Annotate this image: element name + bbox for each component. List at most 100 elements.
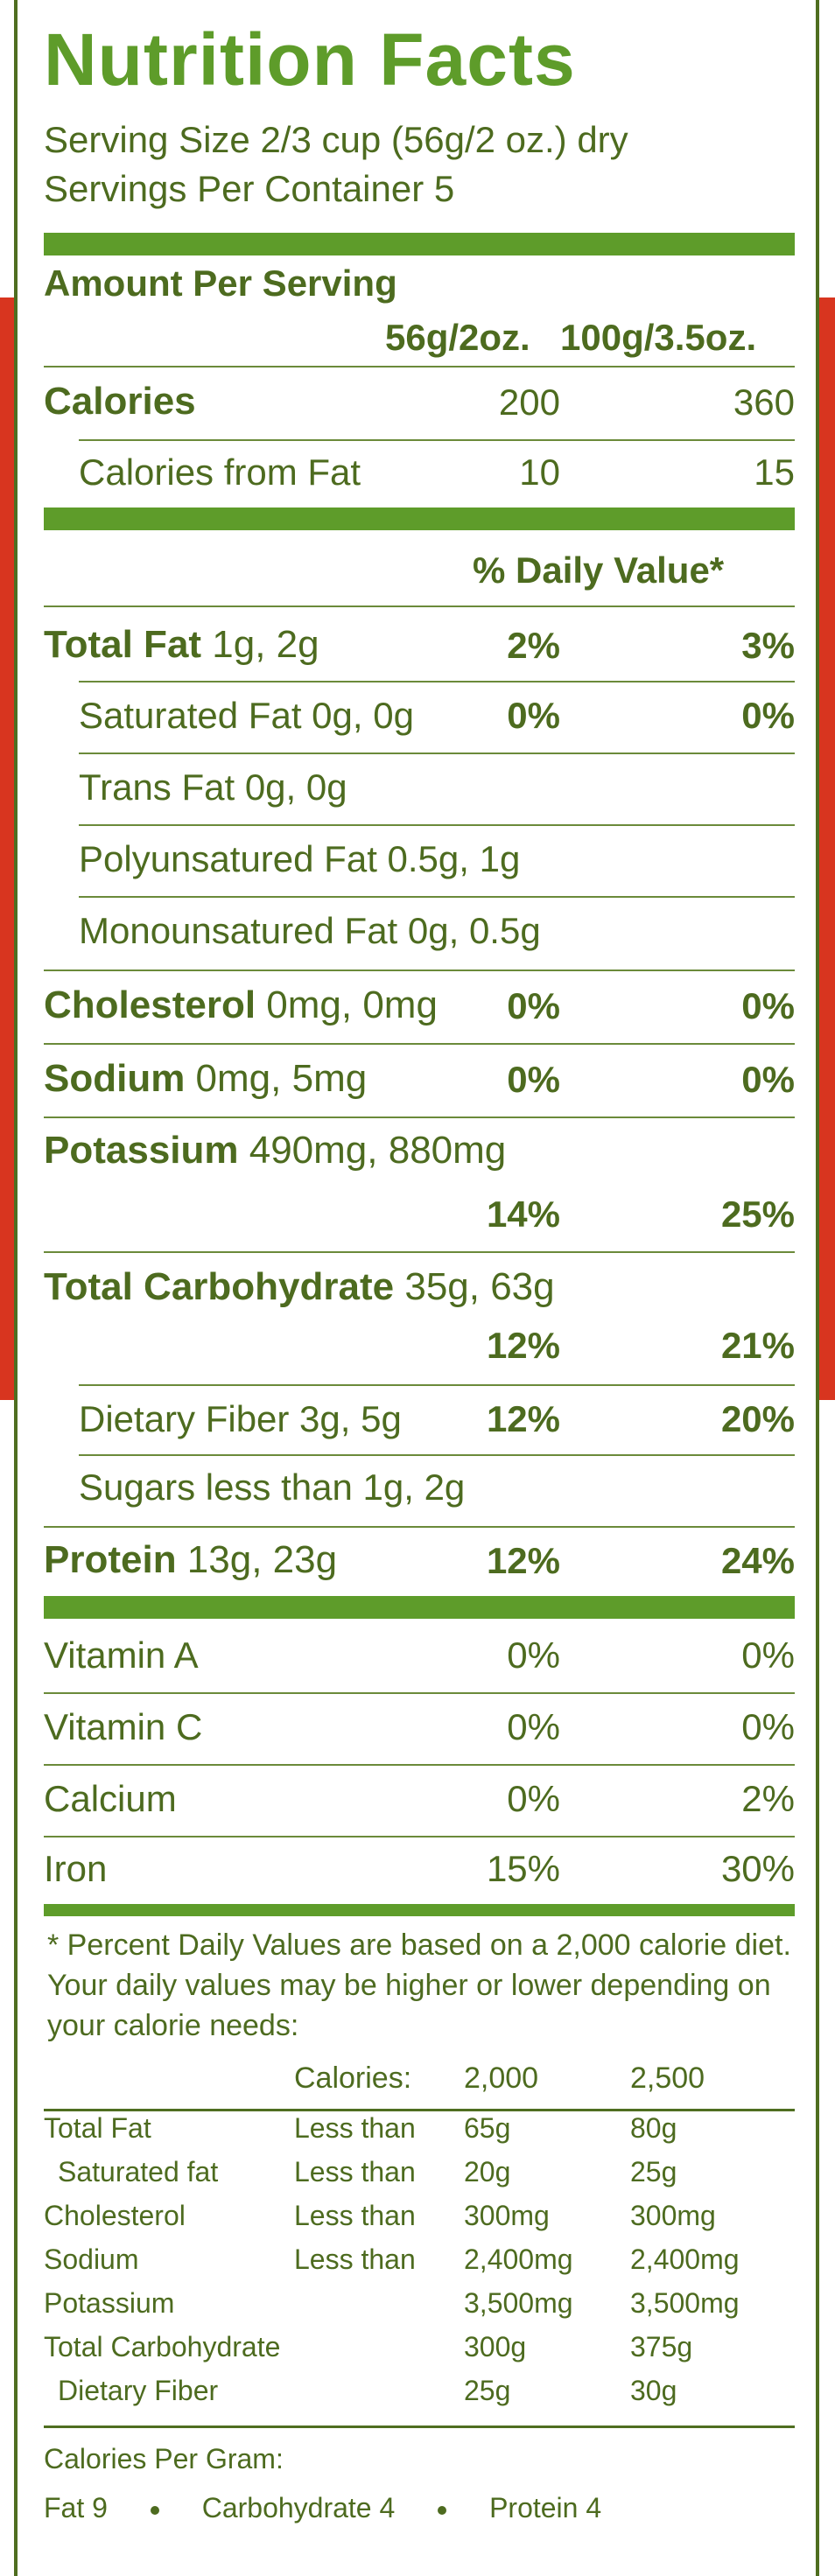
calories-per-gram-label: Calories Per Gram: [44,2443,284,2474]
amount-per-serving: Amount Per Serving [44,262,397,304]
divider [44,970,795,971]
cholesterol-name: Cholesterol [44,984,256,1026]
dv-row-qual: Less than [294,2200,416,2231]
potassium-dv-2: 25% [720,1194,795,1235]
total-fat-dv-1: 2% [507,625,560,666]
servings-per-container: Servings Per Container 5 [44,168,455,209]
dv-row-name: Total Fat [44,2112,151,2144]
dv-row-name: Cholesterol [44,2200,186,2231]
total-fat-name: Total Fat [44,623,202,666]
total-fat-dv-2: 3% [741,625,795,666]
calories-label: Calories [44,380,196,423]
divider [44,1692,795,1694]
calories-value-1: 200 [498,382,560,423]
footnote-line-3: your calorie needs: [47,2009,299,2042]
calories-value-2: 360 [733,382,795,423]
thick-divider [44,1596,795,1619]
total-fat-row: Total Fat 1g, 2g [44,623,319,667]
fat-per-gram: Fat 9 [44,2492,108,2524]
calories-per-gram-values: Fat 9 Carbohydrate 4 Protein 4 [44,2492,601,2524]
protein-dv-2: 24% [720,1540,795,1581]
serving-size: Serving Size 2/3 cup (56g/2 oz.) dry [44,119,628,160]
sodium-amount: 0mg, 5mg [185,1057,368,1100]
divider [79,1454,795,1456]
divider [79,824,795,826]
divider [44,1116,795,1118]
divider [79,752,795,754]
footnote-line-2: Your daily values may be higher or lower… [47,1969,771,2002]
divider [44,1251,795,1253]
dv-row-c1: 2,400mg [464,2244,573,2275]
vitamin-a-name: Vitamin A [44,1634,199,1676]
sugars-name: Sugars less than 1g, 2g [79,1466,466,1508]
cholesterol-amount: 0mg, 0mg [256,984,438,1026]
sodium-dv-1: 0% [507,1059,560,1100]
sodium-dv-2: 0% [741,1059,795,1100]
dv-row-qual: Less than [294,2112,416,2144]
dv-row-name: Total Carbohydrate [44,2331,281,2362]
dv-row-qual: Less than [294,2244,416,2275]
dv-row-c2: 80g [630,2112,677,2144]
daily-value-header: % Daily Value* [473,550,725,591]
protein-row: Protein 13g, 23g [44,1538,337,1582]
poly-fat-name: Polyunsatured Fat 0.5g, 1g [79,838,521,879]
dv-row-name: Potassium [44,2287,175,2319]
carb-dv-2: 21% [720,1325,795,1366]
carb-name: Total Carbohydrate [44,1265,395,1308]
dv-row-c2: 25g [630,2156,677,2188]
mono-fat-name: Monounsatured Fat 0g, 0.5g [79,910,541,951]
cholesterol-dv-1: 0% [507,985,560,1026]
dv-row-c1: 300g [464,2331,527,2362]
divider [44,1764,795,1766]
divider [79,681,795,682]
calcium-dv-2: 2% [741,1778,795,1819]
potassium-name: Potassium [44,1129,239,1172]
sodium-name: Sodium [44,1057,186,1100]
medium-divider [44,1904,795,1916]
carb-dv-1: 12% [486,1325,560,1366]
calories-fat-value-2: 15 [754,452,795,493]
thick-divider [44,233,795,256]
protein-name: Protein [44,1538,177,1581]
dv-row-name: Dietary Fiber [58,2375,219,2406]
calories-fat-label: Calories from Fat [79,452,361,493]
vitamin-a-dv-2: 0% [741,1634,795,1676]
dv-row-c2: 375g [630,2331,693,2362]
divider [79,896,795,898]
vitamin-c-dv-2: 0% [741,1706,795,1747]
divider [79,439,795,441]
vitamin-a-dv-1: 0% [507,1634,560,1676]
dv-table-calories-label: Calories: [294,2062,412,2095]
iron-dv-1: 15% [486,1848,560,1889]
iron-name: Iron [44,1848,108,1889]
divider [44,366,795,368]
footnote-line-1: * Percent Daily Values are based on a 2,… [47,1928,791,1962]
dv-row-c2: 3,500mg [630,2287,740,2319]
calories-fat-value-1: 10 [519,452,560,493]
dv-row-name: Saturated fat [58,2156,219,2188]
divider [44,2109,795,2111]
carb-amount: 35g, 63g [394,1265,555,1308]
vitamin-c-dv-1: 0% [507,1706,560,1747]
nutrition-label: Nutrition Facts Serving Size 2/3 cup (56… [14,0,819,2576]
iron-dv-2: 30% [720,1848,795,1889]
fiber-dv-1: 12% [486,1398,560,1439]
dv-row-c2: 300mg [630,2200,716,2231]
red-package-edge-right [819,298,835,1400]
thick-divider [44,508,795,530]
divider [44,606,795,607]
protein-per-gram: Protein 4 [489,2492,602,2524]
column-header-1: 56g/2oz. [385,317,530,358]
calcium-dv-1: 0% [507,1778,560,1819]
potassium-row: Potassium 490mg, 880mg [44,1129,506,1172]
dv-row-c1: 3,500mg [464,2287,573,2319]
dv-table-col-2: 2,500 [630,2062,705,2095]
dv-row-c2: 2,400mg [630,2244,740,2275]
potassium-dv-1: 14% [486,1194,560,1235]
vitamin-c-name: Vitamin C [44,1706,203,1747]
dv-row-c1: 25g [464,2375,511,2406]
column-header-2: 100g/3.5oz. [560,317,757,358]
dv-row-c2: 30g [630,2375,677,2406]
calcium-name: Calcium [44,1778,177,1819]
label-title: Nutrition Facts [44,18,576,101]
